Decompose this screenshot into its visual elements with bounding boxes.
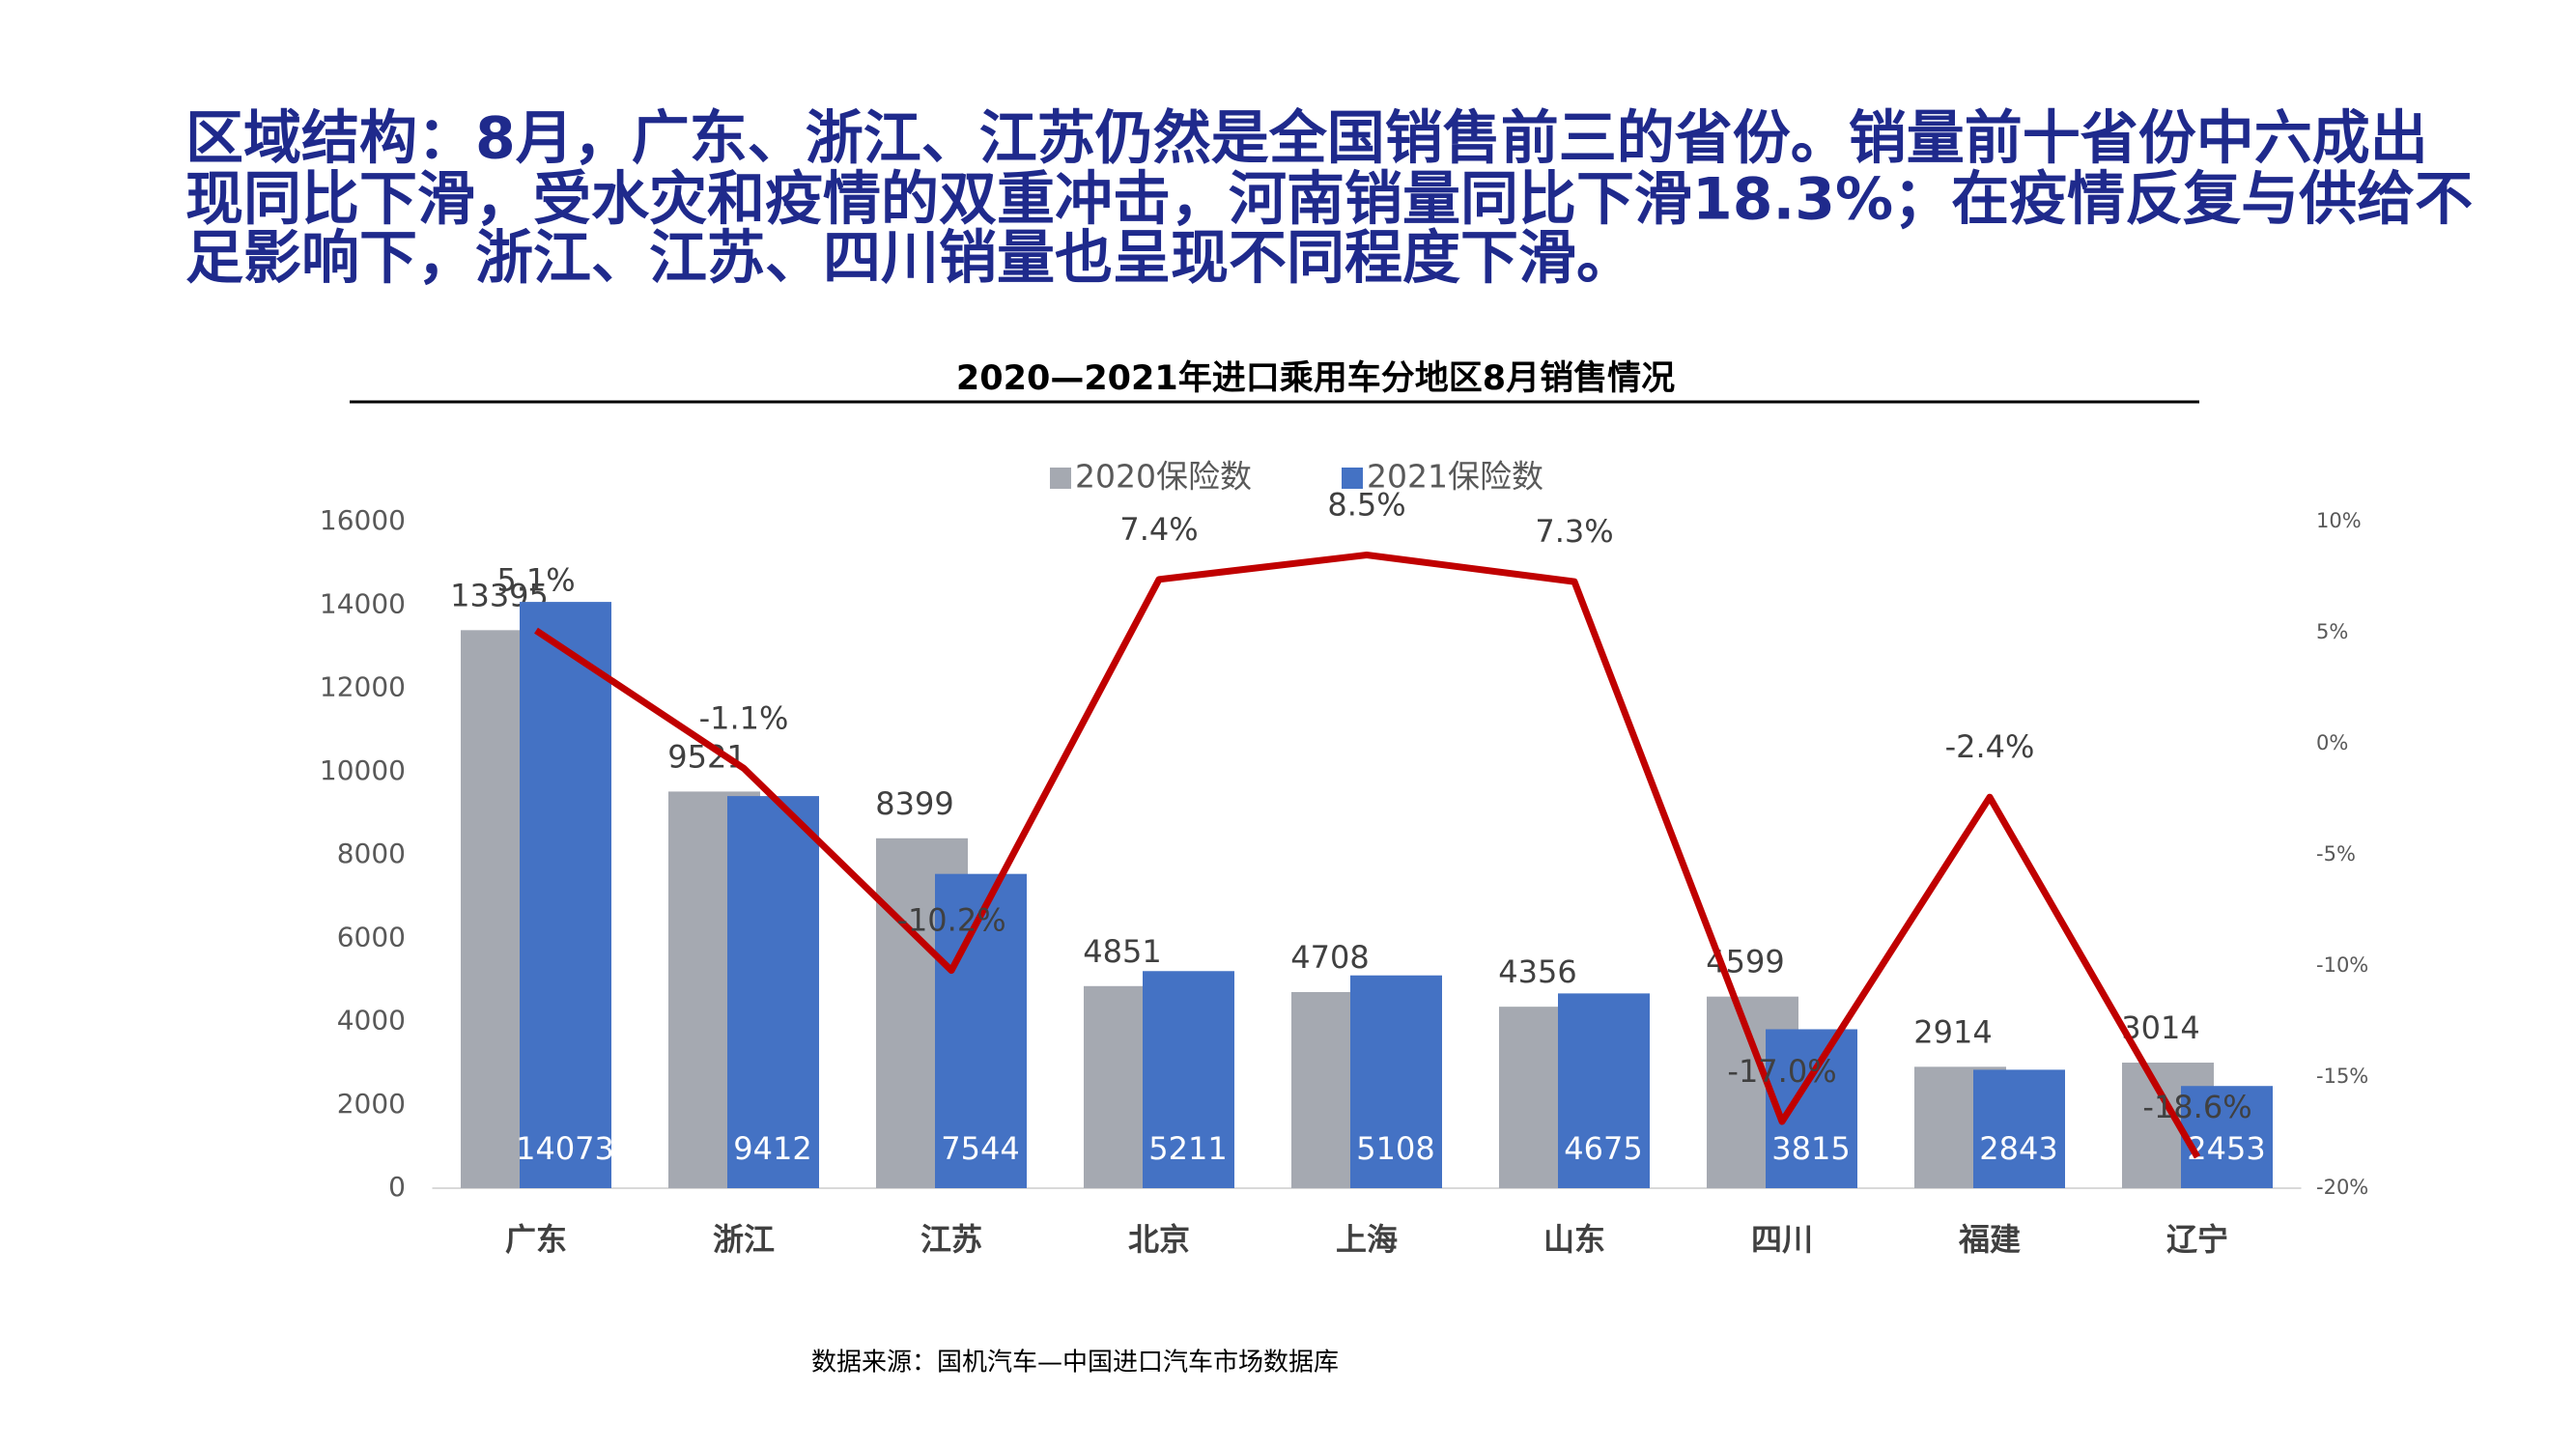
value-label: 5211: [1148, 1130, 1227, 1167]
bar: [1143, 971, 1234, 1188]
value-label: 5108: [1356, 1130, 1434, 1167]
growth-line: [534, 552, 2201, 1159]
y-tick-label: 16000: [320, 504, 406, 536]
x-tick-label: 福建: [1958, 1221, 2021, 1258]
heading-line: 现同比下滑，受水灾和疫情的双重冲击，河南销量同比下滑18.3%；在疫情反复与供给…: [185, 166, 2473, 234]
legend-label: 2021保险数: [1367, 458, 1543, 496]
value-label: 2843: [1979, 1130, 2057, 1167]
bar: [1973, 1069, 2065, 1188]
y-tick-label: 0: [388, 1171, 406, 1203]
value-label: 8399: [875, 785, 953, 822]
y-tick-label: 12000: [320, 671, 406, 703]
y-tick-label: 14000: [320, 587, 406, 619]
bar: [1766, 1029, 1857, 1188]
y2-tick-label: -10%: [2316, 953, 2368, 977]
value-label: -18.6%: [2142, 1089, 2251, 1125]
value-label: 9412: [733, 1130, 811, 1167]
y-tick-label: 2000: [337, 1088, 406, 1120]
y-tick-label: 10000: [320, 754, 406, 786]
y-tick-label: 8000: [337, 838, 406, 869]
legend-swatch: [1342, 468, 1363, 489]
x-tick-label: 山东: [1543, 1221, 1605, 1258]
legend-swatch: [1050, 468, 1071, 489]
value-label: 2453: [2187, 1130, 2265, 1167]
y2-tick-label: 5%: [2316, 620, 2348, 643]
value-label: -17.0%: [1727, 1053, 1836, 1090]
value-label: 4708: [1290, 939, 1369, 976]
x-tick-label: 江苏: [920, 1221, 982, 1258]
x-tick-label: 辽宁: [2166, 1221, 2228, 1258]
x-tick-label: 上海: [1336, 1221, 1398, 1258]
y-tick-label: 6000: [337, 921, 406, 952]
value-label: 3014: [2121, 1009, 2199, 1046]
x-tick-label: 浙江: [713, 1221, 775, 1258]
legend-label: 2020保险数: [1075, 458, 1252, 496]
bar: [1558, 993, 1650, 1188]
y2-tick-label: 10%: [2316, 509, 2362, 532]
value-label: 7544: [941, 1130, 1019, 1167]
y-tick-label: 4000: [337, 1005, 406, 1037]
value-label: 3815: [1771, 1130, 1850, 1167]
y2-tick-label: -15%: [2316, 1065, 2368, 1088]
source-note: 数据来源：国机汽车—中国进口汽车市场数据库: [811, 1349, 1339, 1378]
value-label: 7.4%: [1119, 511, 1198, 548]
value-label: 14073: [516, 1130, 614, 1167]
bar: [520, 602, 611, 1188]
heading-line: 足影响下，浙江、江苏、四川销量也呈现不同程度下滑。: [185, 225, 1634, 293]
x-tick-label: 北京: [1128, 1221, 1190, 1258]
x-tick-label: 广东: [505, 1221, 567, 1258]
bar: [935, 873, 1027, 1188]
y2-tick-label: -20%: [2316, 1176, 2368, 1199]
y2-tick-label: -5%: [2316, 842, 2356, 866]
bar: [727, 796, 819, 1188]
value-label: 4356: [1498, 953, 1576, 990]
value-label: 5.1%: [496, 562, 575, 599]
value-label: 8.5%: [1327, 487, 1405, 524]
value-label: -1.1%: [699, 699, 789, 736]
value-label: 4675: [1564, 1130, 1642, 1167]
value-label: -10.2%: [896, 902, 1005, 939]
value-label: 7.3%: [1535, 513, 1613, 550]
value-label: 2914: [1913, 1013, 1992, 1050]
bar: [1350, 975, 1442, 1188]
y2-tick-label: 0%: [2316, 731, 2348, 754]
bar: [2181, 1086, 2273, 1188]
chart-title: 2020—2021年进口乘用车分地区8月销售情况: [956, 359, 1675, 398]
value-label: -2.4%: [1945, 728, 2035, 765]
x-tick-label: 四川: [1751, 1221, 1813, 1258]
value-label: 4851: [1083, 933, 1161, 970]
heading-line: 区域结构：8月，广东、浙江、江苏仍然是全国销售前三的省份。销量前十省份中六成出: [185, 105, 2428, 173]
